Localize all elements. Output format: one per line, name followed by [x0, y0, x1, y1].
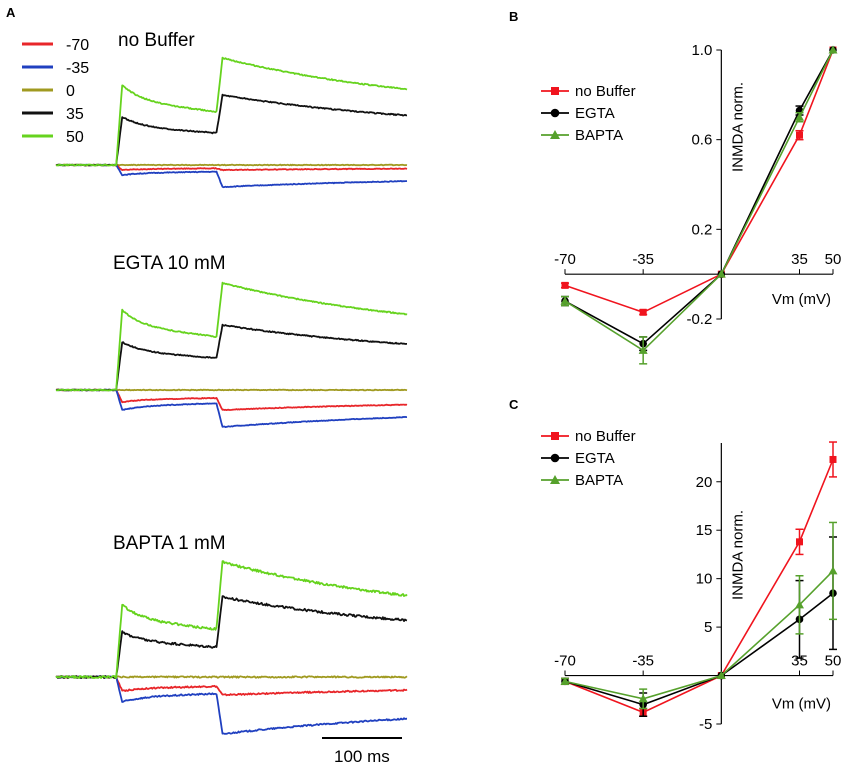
panel-c: C -70 -35 35 50 -5 5 10 15 20 INMDA norm. Vm (mV) n…	[509, 397, 841, 733]
c-point-bapta-2	[716, 671, 726, 680]
trace-group-no-buffer	[55, 56, 408, 189]
b-legend-marker-no-buffer	[551, 87, 559, 95]
c-point-no-buffer-4	[829, 455, 837, 463]
c-ytick-label-10: 10	[696, 571, 713, 588]
c-legend-marker-no-buffer	[551, 432, 559, 440]
legend-label-0: 0	[66, 83, 75, 100]
b-point-no-buffer-0	[561, 281, 569, 289]
c-ytick-label-20: 20	[696, 474, 713, 491]
group-title-no-buffer: no Buffer	[118, 30, 195, 51]
b-legend-marker-bapta	[550, 130, 560, 139]
b-legend-label-bapta: BAPTA	[575, 127, 623, 144]
trace-no-buffer-35	[56, 163, 408, 189]
trace-group-bapta-1-mm	[55, 560, 408, 735]
b-xtick-label-50: 50	[825, 251, 842, 268]
c-point-no-buffer-3	[796, 538, 803, 546]
panel-a-traces	[55, 56, 408, 735]
b-ytick-label-0-6: 0.6	[691, 132, 712, 149]
group-title-bapta: BAPTA 1 mM	[113, 533, 226, 554]
chart-b: -70 -35 35 50 -0.2 0.2 0.6 1.0 INMDA norm. Vm (mV…	[541, 42, 842, 365]
b-ylabel: INMDA norm.	[729, 82, 746, 172]
panel-b-letter: B	[509, 9, 518, 24]
trace-bapta-1-mm-35	[55, 595, 408, 679]
b-xtick-label-35: 35	[791, 251, 808, 268]
c-series-bapta	[560, 521, 838, 710]
trace-egta-10-mm-35	[56, 323, 407, 392]
panel-a-letter: A	[6, 5, 16, 20]
c-legend-label-egta: EGTA	[575, 450, 615, 467]
b-point-no-buffer-3	[796, 131, 803, 139]
c-ylabel: INMDA norm.	[729, 510, 746, 600]
trace-egta-10-mm-50	[55, 281, 408, 392]
legend-label-35: 35	[66, 106, 84, 123]
panel-b: B -70 -35 35 50 -0.2 0.2 0.6 1.0 INMDA norm. Vm (…	[509, 9, 842, 365]
b-ytick-label-0-2: -0.2	[686, 311, 712, 328]
b-legend-marker-egta	[550, 108, 560, 118]
c-xtick-label-50: 50	[825, 653, 842, 670]
trace-bapta-1-mm-70	[55, 675, 408, 697]
c-legend-marker-egta	[550, 453, 560, 463]
c-xlabel: Vm (mV)	[772, 696, 831, 713]
b-point-bapta-0	[560, 296, 570, 305]
c-point-bapta-1	[638, 694, 648, 703]
legend-label-50: 50	[66, 129, 84, 146]
panel-a: A -70 -35 0 35 50 no Buffer EGTA 10 mM BAPTA…	[6, 5, 408, 766]
c-point-bapta-4	[828, 566, 838, 575]
b-ytick-label-0-2: 0.2	[691, 221, 712, 238]
c-ytick-label-15: 15	[696, 522, 713, 539]
b-xtick-label-70: -70	[554, 251, 576, 268]
trace-bapta-1-mm-50	[55, 560, 408, 679]
trace-egta-10-mm-35	[55, 388, 408, 428]
b-point-bapta-3	[795, 112, 804, 121]
legend-label-35: -35	[66, 60, 89, 77]
c-legend-label-bapta: BAPTA	[575, 472, 623, 489]
c-legend-label-no-buffer: no Buffer	[575, 428, 636, 445]
b-point-bapta-4	[828, 45, 838, 54]
c-point-bapta-3	[795, 600, 804, 609]
panel-a-legend: -70 -35 0 35 50	[22, 37, 89, 146]
c-ytick-label-5: 5	[704, 619, 712, 636]
c-xtick-label-70: -70	[554, 653, 576, 670]
b-legend-label-egta: EGTA	[575, 105, 615, 122]
chart-c: -70 -35 35 50 -5 5 10 15 20 INMDA norm. Vm (mV) no …	[541, 428, 841, 733]
b-point-no-buffer-1	[639, 308, 647, 316]
c-point-bapta-0	[560, 676, 570, 685]
c-xtick-label-35: -35	[632, 653, 654, 670]
b-ytick-label-1: 1.0	[691, 42, 712, 59]
b-point-bapta-2	[716, 269, 726, 278]
b-point-bapta-1	[638, 345, 648, 354]
trace-egta-10-mm-70	[56, 388, 408, 411]
scalebar-label: 100 ms	[334, 747, 390, 766]
b-series-bapta	[560, 45, 838, 365]
panel-c-letter: C	[509, 397, 519, 412]
c-line-bapta	[564, 570, 834, 700]
c-legend-marker-bapta	[550, 475, 560, 484]
c-ytick-label-5: -5	[699, 716, 712, 733]
trace-bapta-1-mm-35	[55, 675, 408, 735]
b-xtick-label-35: -35	[632, 251, 654, 268]
b-xlabel: Vm (mV)	[772, 291, 831, 308]
legend-label-70: -70	[66, 37, 89, 54]
group-title-egta: EGTA 10 mM	[113, 253, 226, 274]
trace-group-egta-10-mm	[55, 281, 408, 428]
c-xtick-label-35: 35	[791, 653, 808, 670]
b-legend-label-no-buffer: no Buffer	[575, 83, 636, 100]
trace-no-buffer-50	[55, 56, 408, 167]
trace-no-buffer-35	[55, 93, 408, 167]
